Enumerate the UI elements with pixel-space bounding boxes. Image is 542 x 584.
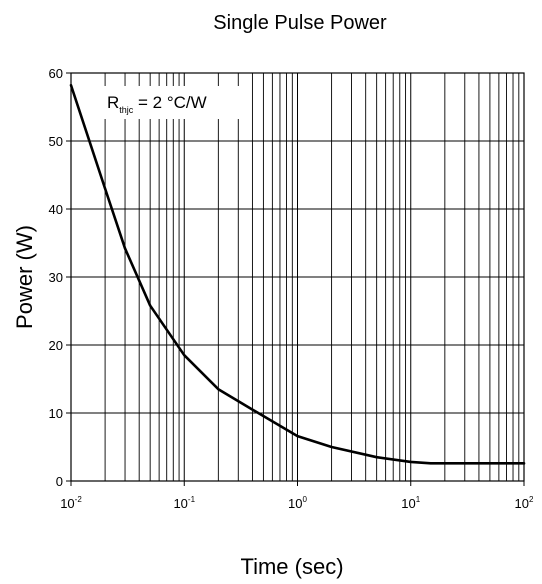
y-axis-label: Power (W) xyxy=(12,225,37,329)
y-tick-label: 50 xyxy=(49,134,63,149)
x-tick-label: 10-2 xyxy=(60,495,82,511)
x-tick-label: 10-1 xyxy=(173,495,195,511)
x-tick-label: 102 xyxy=(515,495,534,511)
axes xyxy=(66,72,525,486)
y-tick-label: 40 xyxy=(49,202,63,217)
tick-labels: 0 10 20 30 40 50 60 10-2 10-1 100 101 102 xyxy=(49,66,534,511)
y-tick-label: 20 xyxy=(49,338,63,353)
y-tick-label: 0 xyxy=(56,474,63,489)
x-tick-label: 100 xyxy=(288,495,307,511)
grid-lines xyxy=(70,72,524,482)
power-curve-line xyxy=(69,83,526,465)
chart-title: Single Pulse Power xyxy=(213,12,387,34)
data-series xyxy=(69,83,526,465)
y-tick-label: 60 xyxy=(49,66,63,81)
annotation-text: Rthjc = 2 °C/W xyxy=(107,93,207,115)
y-tick-label: 30 xyxy=(49,270,63,285)
x-tick-label: 101 xyxy=(401,495,420,511)
annotation-background xyxy=(99,86,245,119)
annotation-symbol: R xyxy=(107,93,119,112)
annotation-box: Rthjc = 2 °C/W xyxy=(99,86,245,119)
annotation-subscript: thjc xyxy=(119,105,134,115)
annotation-value: = 2 °C/W xyxy=(133,93,206,112)
y-tick-label: 10 xyxy=(49,406,63,421)
x-axis-label: Time (sec) xyxy=(240,554,343,579)
